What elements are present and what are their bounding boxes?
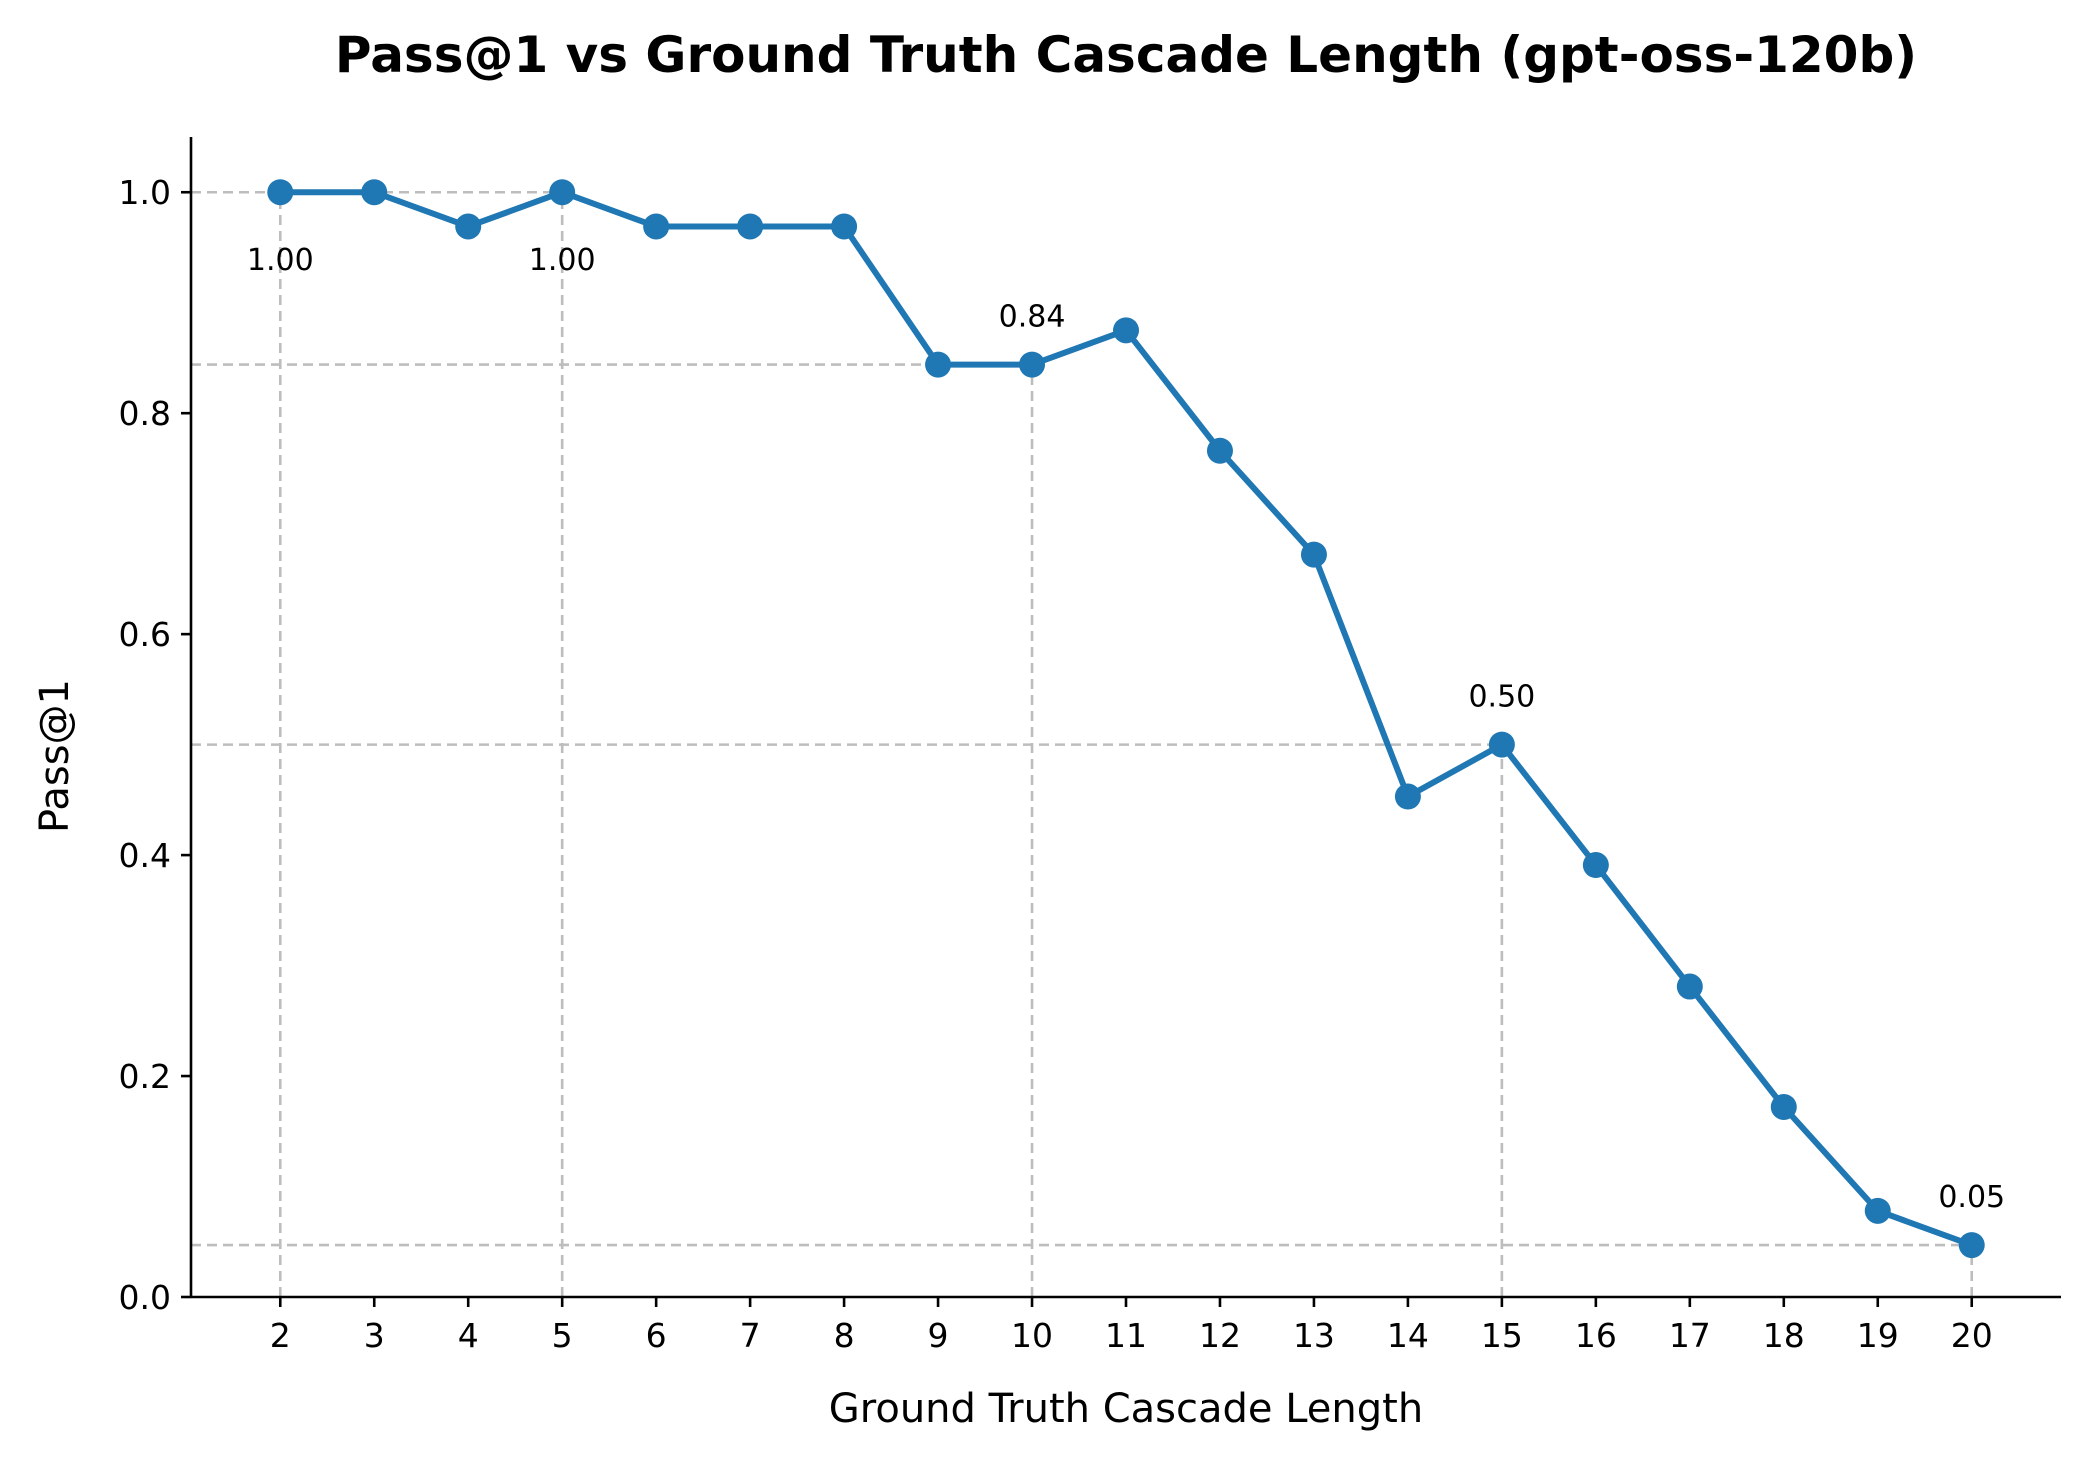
x-tick-label: 13	[1293, 1316, 1335, 1355]
data-point	[1488, 731, 1515, 758]
data-point	[1770, 1093, 1797, 1120]
x-tick-label: 18	[1763, 1316, 1805, 1355]
data-point	[267, 179, 294, 206]
x-tick-label: 20	[1951, 1316, 1993, 1355]
data-label: 0.50	[1468, 680, 1535, 715]
data-point	[1113, 317, 1139, 344]
series-line	[277, 189, 1975, 1249]
y-tick-label: 0.6	[119, 615, 171, 654]
chart-title: Pass@1 vs Ground Truth Cascade Length (g…	[335, 26, 1917, 84]
x-tick-label: 11	[1105, 1316, 1147, 1355]
x-tick-label: 7	[740, 1316, 761, 1355]
series-group	[267, 179, 1985, 1259]
data-point	[737, 213, 764, 240]
data-point	[455, 213, 482, 240]
x-tick-label: 15	[1481, 1316, 1523, 1355]
data-label: 0.84	[999, 300, 1066, 335]
x-tick-label: 9	[928, 1316, 949, 1355]
x-tick-label: 12	[1199, 1316, 1241, 1355]
x-tick-label: 3	[364, 1316, 385, 1355]
x-tick-label: 10	[1011, 1316, 1053, 1355]
data-point	[925, 351, 952, 378]
data-point	[1864, 1197, 1891, 1224]
data-point	[1300, 541, 1327, 568]
data-point	[831, 213, 858, 240]
data-label: 1.00	[247, 243, 314, 278]
x-tick-label: 6	[646, 1316, 667, 1355]
y-tick-label: 0.0	[119, 1278, 171, 1317]
y-axis-label: Pass@1	[32, 679, 78, 833]
y-tick-label: 0.2	[119, 1057, 171, 1096]
x-tick-label: 5	[552, 1316, 573, 1355]
data-label: 1.00	[529, 243, 596, 278]
x-tick-label: 4	[458, 1316, 479, 1355]
data-point	[1206, 437, 1233, 464]
x-tick-label: 19	[1857, 1316, 1899, 1355]
data-point	[1958, 1232, 1985, 1259]
annotation-guides	[191, 190, 1974, 1297]
x-tick-label: 2	[270, 1316, 291, 1355]
x-tick-label: 8	[834, 1316, 855, 1355]
y-tick-label: 1.0	[119, 173, 171, 212]
axes: 2 3 4 5 6 7 8 9 10 11 12 13 14 15 16 17 18 19 20 0.0 0.2 0.4 0…	[119, 137, 2061, 1355]
data-point	[1676, 973, 1703, 1000]
data-point	[1394, 783, 1421, 810]
data-point	[549, 179, 576, 206]
y-tick-label: 0.4	[119, 836, 171, 875]
annotation-group: 1.00 1.00 0.84 0.50 0.05	[247, 243, 2005, 1215]
y-tick-label: 0.8	[119, 394, 171, 433]
data-point	[361, 179, 388, 206]
x-tick-label: 17	[1669, 1316, 1711, 1355]
data-point	[1582, 852, 1609, 879]
x-tick-label: 16	[1575, 1316, 1617, 1355]
data-label: 0.05	[1938, 1180, 2005, 1215]
x-tick-label: 14	[1387, 1316, 1429, 1355]
x-axis-label: Ground Truth Cascade Length	[829, 1386, 1423, 1432]
data-point	[643, 213, 670, 240]
data-point	[1019, 351, 1046, 378]
